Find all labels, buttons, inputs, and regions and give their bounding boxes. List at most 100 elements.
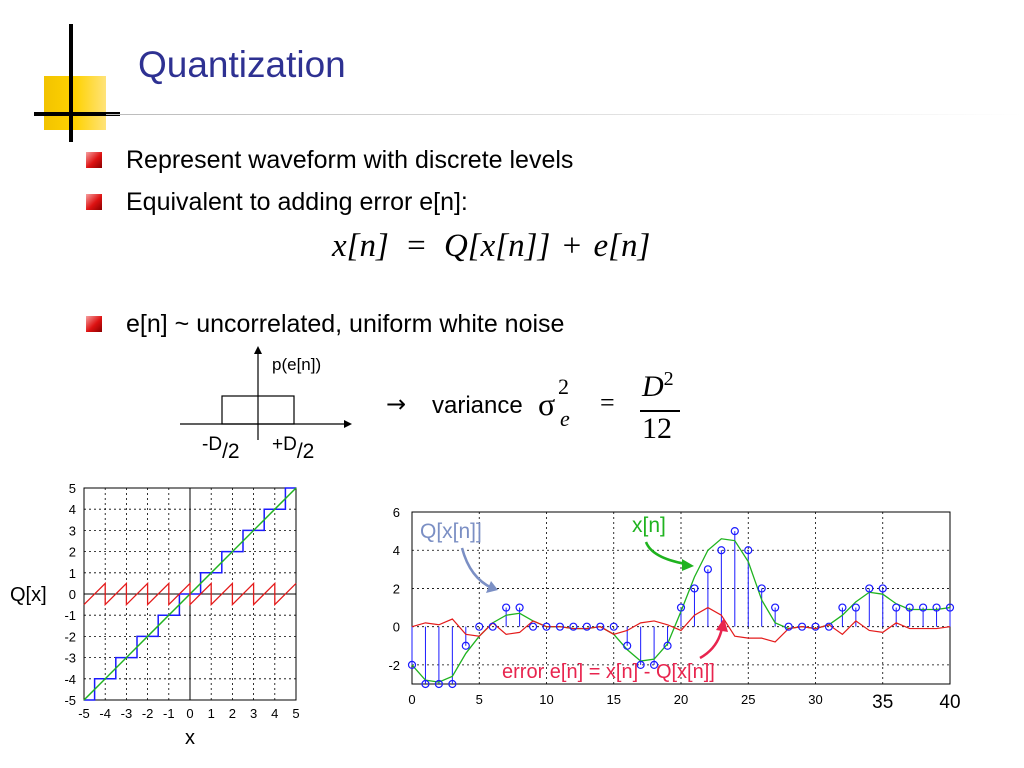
variance-equals: = xyxy=(600,388,615,417)
chart2-quantized-point xyxy=(892,603,901,612)
chart2-quantized-point xyxy=(650,660,659,669)
chart2-x-tick-label: 25 xyxy=(741,692,755,707)
chart2-quantized-point xyxy=(515,603,524,612)
chart2-quantized-point xyxy=(623,641,632,650)
chart2-quantized-point xyxy=(838,603,847,612)
chart1-x-tick-label: -1 xyxy=(163,706,175,721)
chart2-x-arrow xyxy=(644,541,687,566)
eq-quantized: Q[x[n]] xyxy=(443,228,551,264)
chart1-x-tick-label: 5 xyxy=(292,706,299,721)
chart2-error-arrowhead xyxy=(716,618,728,632)
chart2-quantized-point xyxy=(609,622,618,631)
chart2-quantized-point xyxy=(851,603,860,612)
pdf-ylabel: p(e[n]) xyxy=(272,355,321,374)
chart2-quantized-point xyxy=(528,622,538,631)
bullet-marker xyxy=(86,152,102,168)
chart1-x-tick-label: 3 xyxy=(250,706,257,721)
chart1-x-tick-label: -4 xyxy=(99,706,111,721)
chart2-quantized-point xyxy=(878,584,887,593)
corner-yellow-square xyxy=(44,76,106,130)
chart1-y-tick-label: -1 xyxy=(64,608,76,623)
chart2-y-tick-label: 2 xyxy=(393,581,400,596)
chart1-y-tick-label: 1 xyxy=(69,566,76,581)
chart2-quantized-point xyxy=(771,603,780,612)
chart2-x-tick-label: 15 xyxy=(607,692,621,707)
corner-decoration xyxy=(0,0,120,150)
chart1-y-tick-label: 3 xyxy=(69,523,76,538)
chart2-y-tick-label: 6 xyxy=(393,505,400,520)
chart2-quantized-point xyxy=(488,622,497,631)
chart2-quantized-point xyxy=(461,641,470,650)
chart2-quantized-point xyxy=(945,603,955,612)
chart2-quantized-point xyxy=(542,622,551,631)
pdf-y-arrowhead xyxy=(254,346,262,354)
chart2-quantized-point xyxy=(784,622,793,631)
bullet-text-1: Represent waveform with discrete levels xyxy=(126,146,574,174)
chart2-quantized-point xyxy=(421,679,430,689)
chart2-quantized-point xyxy=(636,660,645,669)
chart1-x-tick-label: -5 xyxy=(78,706,90,721)
chart2-y-tick-label: 0 xyxy=(393,620,400,635)
chart1-y-tick-label: -5 xyxy=(64,693,76,708)
chart2-quantized-point xyxy=(703,565,712,574)
chart2-x-arrowhead xyxy=(682,559,694,571)
chart2-quantized-point xyxy=(730,527,739,536)
chart2-quantized-point xyxy=(448,679,457,689)
chart2-quantized-point xyxy=(905,603,914,612)
chart2-quantized-point xyxy=(676,603,686,612)
pdf-right-label: +D/2 xyxy=(272,434,314,463)
slide-title: Quantization xyxy=(138,44,346,85)
chart1-error-series xyxy=(83,581,297,607)
chart1-y-tick-label: -4 xyxy=(64,672,76,687)
chart2-quantized-point xyxy=(690,584,699,593)
variance-sigma: σ xyxy=(538,386,556,422)
variance-denominator: 12 xyxy=(642,412,672,445)
chart2-quantized-point xyxy=(717,546,726,555)
chart2-quantized-point xyxy=(582,622,591,631)
chart2-quantized-point xyxy=(932,603,941,612)
chart2-q-arrowhead xyxy=(486,581,498,593)
chart2-x-tick-label: 5 xyxy=(476,692,483,707)
variance-numerator: D2 xyxy=(642,368,674,403)
eq-plus: + xyxy=(562,228,582,264)
eq-lhs: x[n] xyxy=(332,228,389,264)
chart2-y-tick-label: 4 xyxy=(393,543,400,558)
bullet-text-2: Equivalent to adding error e[n]: xyxy=(126,188,468,216)
variance-fraction-bar xyxy=(640,410,680,412)
chart1-x-tick-label: -3 xyxy=(121,706,133,721)
chart1-x-tick-label: 0 xyxy=(186,706,193,721)
variance-formula: → variance σ 2 e = D2 12 xyxy=(386,368,696,450)
chart2-x-annotation: x[n] xyxy=(632,514,666,537)
chart2-quantized-point xyxy=(407,660,417,669)
chart2-quantized-point xyxy=(569,622,578,631)
corner-vertical-line xyxy=(69,24,73,142)
chart2-y-tick-label: -2 xyxy=(388,658,400,673)
bullet-text-3: e[n] ~ uncorrelated, uniform white noise xyxy=(126,310,565,338)
pdf-left-label: -D/2 xyxy=(202,434,240,463)
chart2-quantized-point xyxy=(596,622,605,631)
chart2-quantized-point xyxy=(811,622,820,631)
pdf-diagram: p(e[n]) -D/2 +D/2 xyxy=(180,346,352,463)
chart2-x-tick-label: 30 xyxy=(808,692,822,707)
title-underline xyxy=(106,114,1024,115)
chart1-ylabel: Q[x] xyxy=(10,584,47,606)
chart2-quantized-point xyxy=(918,603,928,612)
bullet-marker xyxy=(86,316,102,332)
chart1-y-tick-label: 5 xyxy=(69,481,76,496)
corner-horizontal-line xyxy=(34,112,120,116)
chart2-q-annotation: Q[x[n]] xyxy=(420,520,482,543)
variance-sigma-sup: 2 xyxy=(558,374,569,399)
chart2-error-series xyxy=(411,606,951,643)
chart2-quantized-point xyxy=(744,546,753,555)
chart2-error-annotation: error e[n] = x[n] - Q[x[n]] xyxy=(502,661,715,683)
chart2-quantized-point xyxy=(475,622,484,631)
chart1-y-tick-label: -3 xyxy=(64,651,76,666)
eq-error: e[n] xyxy=(593,228,651,264)
chart2-quantized-point xyxy=(824,622,834,631)
variance-arrow: → xyxy=(386,390,407,418)
chart2-x-tick-label: 10 xyxy=(539,692,553,707)
chart1-y-tick-label: -2 xyxy=(64,629,76,644)
pdf-x-arrowhead xyxy=(344,420,352,428)
